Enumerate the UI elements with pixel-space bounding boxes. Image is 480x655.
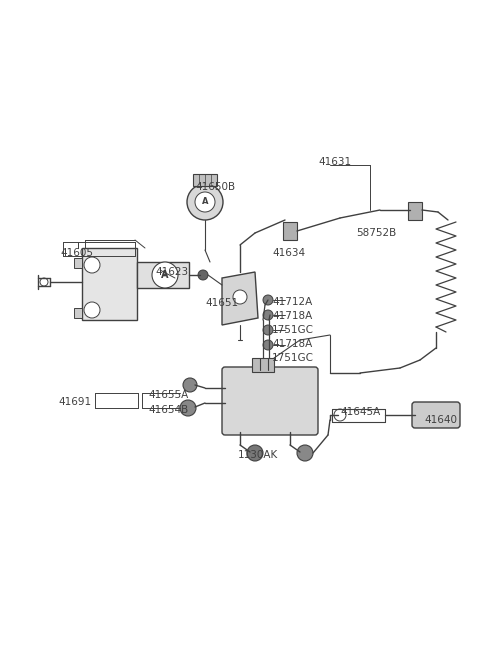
Circle shape xyxy=(183,378,197,392)
Text: 1751GC: 1751GC xyxy=(272,353,314,363)
Circle shape xyxy=(40,278,48,286)
Text: 41623: 41623 xyxy=(155,267,188,277)
Circle shape xyxy=(263,310,273,320)
Text: 41640: 41640 xyxy=(424,415,457,425)
Bar xyxy=(408,202,422,220)
Text: 41605: 41605 xyxy=(60,248,93,258)
Circle shape xyxy=(152,262,178,288)
Circle shape xyxy=(297,445,313,461)
Circle shape xyxy=(198,270,208,280)
Text: 41645A: 41645A xyxy=(340,407,380,417)
FancyBboxPatch shape xyxy=(222,367,318,435)
Circle shape xyxy=(187,184,223,220)
Circle shape xyxy=(84,302,100,318)
Circle shape xyxy=(195,192,215,212)
Circle shape xyxy=(233,290,247,304)
Bar xyxy=(137,262,189,288)
Text: 41651: 41651 xyxy=(205,298,238,308)
Text: 41718A: 41718A xyxy=(272,311,312,321)
FancyBboxPatch shape xyxy=(412,402,460,428)
Circle shape xyxy=(180,400,196,416)
Text: 58752B: 58752B xyxy=(356,228,396,238)
Text: 41655A: 41655A xyxy=(148,390,188,400)
Circle shape xyxy=(247,445,263,461)
Bar xyxy=(74,258,82,268)
Text: A: A xyxy=(161,270,169,280)
Text: 41654B: 41654B xyxy=(148,405,188,415)
Circle shape xyxy=(263,295,273,305)
Bar xyxy=(82,248,137,320)
Bar xyxy=(252,358,274,372)
Text: 41691: 41691 xyxy=(58,397,91,407)
Text: 1751GC: 1751GC xyxy=(272,325,314,335)
Circle shape xyxy=(84,257,100,273)
Circle shape xyxy=(263,325,273,335)
Text: 41631: 41631 xyxy=(318,157,351,167)
Circle shape xyxy=(263,340,273,350)
Text: 41712A: 41712A xyxy=(272,297,312,307)
Text: 41650B: 41650B xyxy=(195,182,235,192)
Text: A: A xyxy=(202,198,208,206)
Text: 1130AK: 1130AK xyxy=(238,450,278,460)
Polygon shape xyxy=(222,272,258,325)
Circle shape xyxy=(334,409,346,421)
Text: 41718A: 41718A xyxy=(272,339,312,349)
Text: 41634: 41634 xyxy=(272,248,305,258)
Bar xyxy=(193,174,217,186)
Bar xyxy=(74,308,82,318)
Bar xyxy=(283,222,297,240)
